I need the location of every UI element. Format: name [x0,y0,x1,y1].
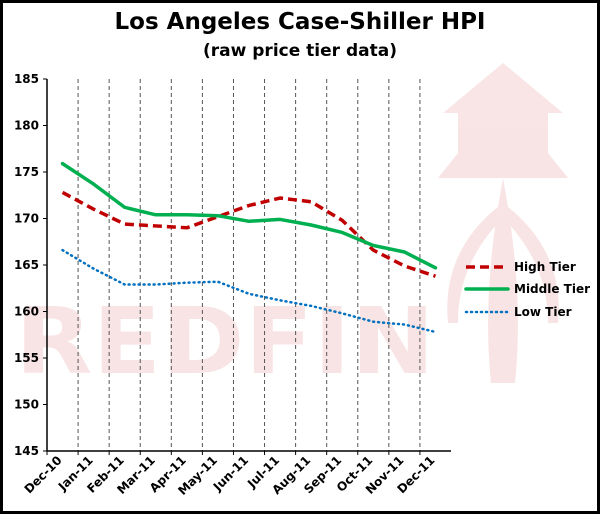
series-line-low-tier [61,248,437,334]
vertical-gridlines [77,79,421,451]
x-tick-label: Dec-10 [22,453,65,496]
chart-title: Los Angeles Case-Shiller HPI [114,9,486,35]
y-tick-label: 170 [14,212,39,226]
series-line-middle-tier [60,161,438,270]
series-line-high-tier [61,190,437,278]
y-axis-tick-labels: 145 150 155 160 165 170 175 180 185 [14,72,47,458]
y-tick-label: 145 [14,444,39,458]
y-tick-label: 155 [14,351,39,365]
x-axis-tick-labels: Dec-10Jan-11Feb-11Mar-11Apr-11May-11Jun-… [22,451,438,498]
watermark-text: REDFIN [15,288,435,395]
y-tick-label: 150 [14,398,39,412]
chart-subtitle: (raw price tier data) [203,41,397,61]
y-tick-label: 185 [14,72,39,86]
line-chart: REDFIN 145 150 155 160 165 170 175 180 185 Dec-1… [14,63,590,498]
house-icon [438,63,568,383]
y-tick-label: 180 [14,119,39,133]
y-tick-label: 160 [14,305,39,319]
axes [46,79,451,452]
y-tick-label: 175 [14,165,39,179]
y-tick-label: 165 [14,258,39,272]
redfin-watermark: REDFIN [15,63,568,395]
legend-label: High Tier [514,260,576,274]
legend-label: Low Tier [514,305,572,319]
legend-label: Middle Tier [514,282,590,296]
legend: High Tier Middle Tier Low Tier [464,260,590,319]
series-lines [60,161,438,334]
